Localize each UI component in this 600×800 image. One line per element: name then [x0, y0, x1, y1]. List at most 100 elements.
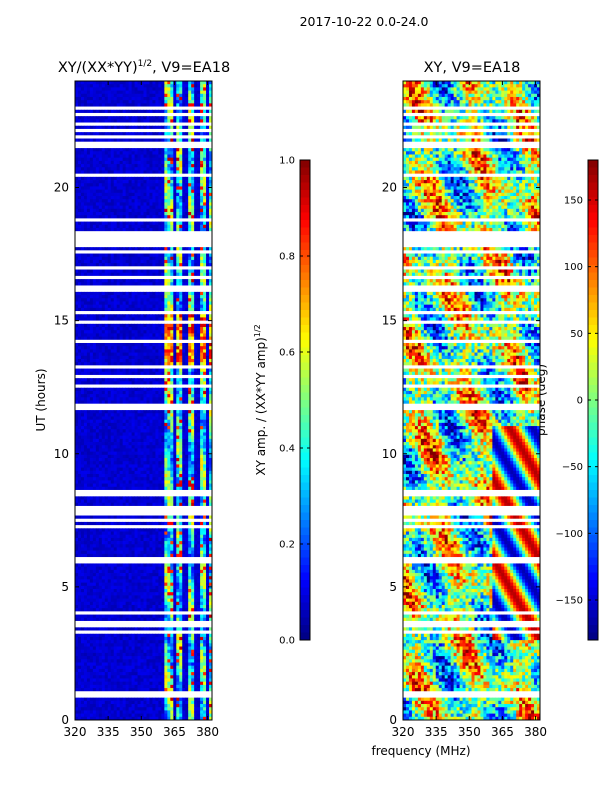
amp-cell: [152, 333, 156, 337]
amp-cell: [92, 499, 97, 504]
amp-cell: [131, 333, 135, 337]
amp-cell: [140, 323, 144, 328]
amp-cell: [158, 259, 162, 264]
amp-cell: [137, 327, 141, 331]
amp-cell: [170, 154, 174, 159]
amp-cell: [116, 416, 121, 421]
amp-cell: [179, 410, 183, 414]
amp-cell: [167, 394, 171, 398]
amp-cell: [101, 90, 106, 95]
amp-cell: [134, 378, 138, 382]
amp-cell: [116, 221, 121, 226]
amp-cell: [80, 227, 85, 232]
amp-cell: [200, 138, 204, 143]
amp-cell: [173, 202, 177, 206]
amp-cell: [149, 342, 153, 347]
amp-cell: [185, 253, 189, 258]
amp-cell: [179, 93, 183, 98]
amp-cell: [191, 199, 195, 203]
amp-cell: [107, 247, 112, 251]
amp-cell: [89, 199, 94, 203]
amp-cell: [92, 336, 97, 341]
amp-cell: [107, 352, 112, 357]
amp-cell: [80, 87, 85, 91]
amp-cell: [185, 426, 189, 430]
amp-cell: [98, 422, 103, 427]
amp-cell: [152, 90, 156, 95]
amp-cell: [197, 180, 201, 184]
amp-cell: [125, 435, 130, 440]
amp-cell: [164, 381, 168, 385]
amp-cell: [209, 208, 213, 213]
amp-cell: [167, 291, 171, 296]
amp-cell: [188, 148, 192, 152]
amp-cell: [197, 202, 201, 206]
amp-cell: [170, 301, 174, 306]
amp-cell: [158, 378, 162, 382]
amp-cell: [188, 215, 192, 219]
amp-cell: [167, 148, 171, 152]
amp-cell: [119, 499, 124, 504]
amp-cell: [140, 448, 144, 453]
amp-cell: [125, 84, 130, 88]
amp-cell: [80, 307, 85, 312]
amp-cell: [116, 256, 121, 261]
amp-cell: [185, 435, 189, 440]
amp-cell: [86, 342, 91, 347]
amp-cell: [209, 435, 213, 440]
amp-cell: [125, 314, 130, 318]
amp-cell: [158, 109, 162, 114]
amp-cell: [176, 358, 180, 363]
amp-cell: [200, 307, 204, 312]
amp-cell: [98, 256, 103, 261]
amp-cell: [161, 397, 165, 401]
amp-cell: [182, 164, 186, 168]
amp-cell: [86, 336, 91, 341]
amp-cell: [149, 256, 153, 261]
amp-cell: [170, 170, 174, 175]
amp-cell: [140, 151, 144, 155]
amp-cell: [206, 442, 210, 446]
amp-cell: [77, 470, 82, 475]
amp-cell: [140, 295, 144, 299]
amp-cell: [119, 247, 124, 251]
amp-cell: [128, 93, 132, 98]
amp-cell: [75, 253, 79, 258]
amp-cell: [203, 170, 207, 175]
amp-cell: [95, 333, 100, 337]
amp-row: [75, 438, 213, 443]
amp-cell: [158, 100, 162, 104]
amp-cell: [137, 486, 141, 491]
amp-cell: [176, 93, 180, 98]
amp-cell: [161, 192, 165, 197]
amp-cell: [200, 362, 204, 366]
amp-cell: [122, 157, 127, 162]
amp-cell: [92, 96, 97, 101]
amp-cell: [203, 253, 207, 258]
amp-cell: [116, 461, 121, 465]
amp-cell: [77, 272, 82, 277]
amp-cell: [194, 438, 198, 443]
amp-cell: [158, 103, 162, 107]
amp-cell: [122, 176, 127, 181]
amp-cell: [101, 397, 106, 401]
amp-cell: [188, 435, 192, 440]
amp-cell: [101, 336, 106, 341]
amp-cell: [194, 180, 198, 184]
amp-cell: [185, 483, 189, 488]
amp-cell: [167, 458, 171, 462]
amp-cell: [146, 291, 150, 296]
amp-cell: [83, 432, 88, 437]
amp-cell: [191, 342, 195, 347]
amp-cell: [188, 259, 192, 264]
amp-cell: [164, 515, 168, 520]
amp-cell: [143, 256, 147, 261]
amp-cell: [77, 215, 82, 219]
amp-cell: [179, 183, 183, 187]
amp-cell: [155, 323, 159, 328]
amp-cell: [200, 416, 204, 421]
amp-cell: [206, 96, 210, 101]
amp-cell: [200, 397, 204, 401]
amp-cell: [164, 154, 168, 159]
amp-cell: [125, 132, 130, 136]
